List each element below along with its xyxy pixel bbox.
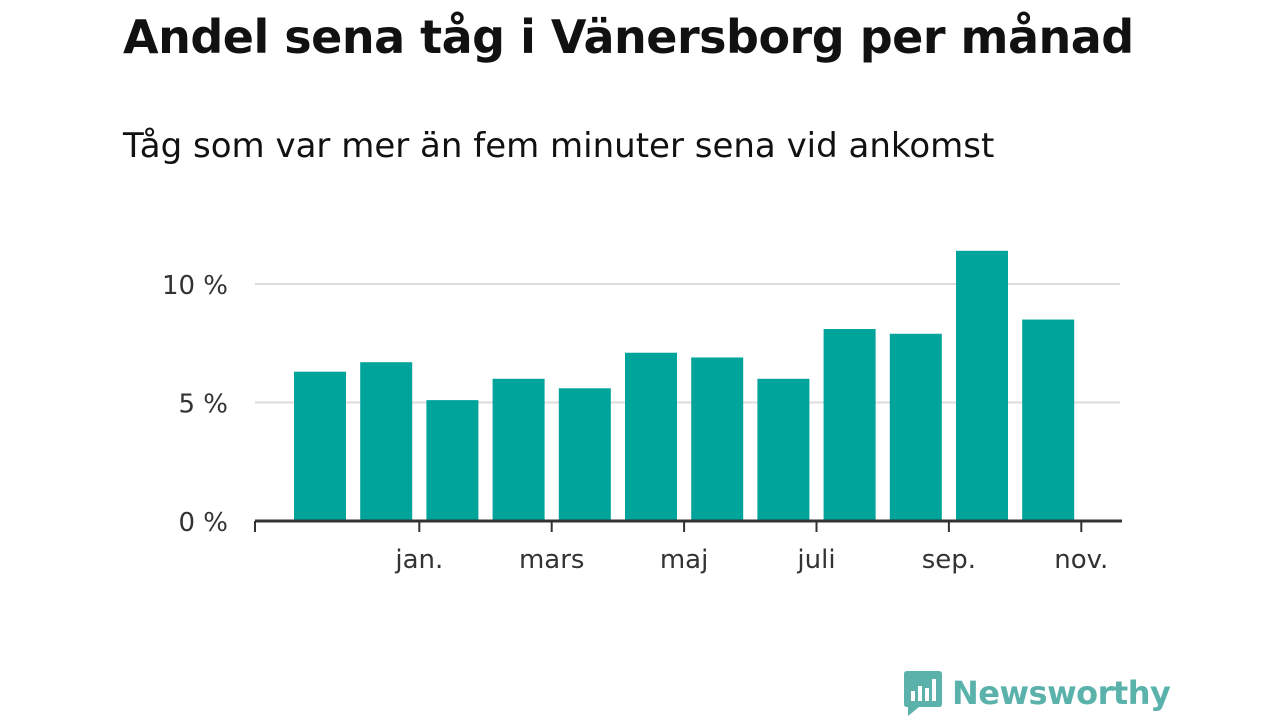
x-tick-label: sep. bbox=[922, 545, 976, 575]
bar-sep. bbox=[889, 333, 942, 521]
x-tick-label: mars bbox=[519, 545, 585, 575]
y-tick-label: 5 % bbox=[178, 390, 228, 420]
bar-aug. bbox=[823, 329, 876, 521]
bar-juli bbox=[757, 378, 810, 521]
x-tick-label: nov. bbox=[1054, 545, 1108, 575]
bars bbox=[294, 250, 1075, 521]
chart-title: Andel sena tåg i Vänersborg per månad bbox=[123, 10, 1134, 64]
y-axis-tick-labels: 0 % 5 % 10 % bbox=[162, 271, 228, 538]
y-tick-label: 10 % bbox=[162, 271, 228, 301]
x-tick-label: maj bbox=[660, 545, 708, 575]
bar-nov. bbox=[1022, 319, 1075, 521]
bar-maj bbox=[625, 352, 677, 521]
bar-juni bbox=[691, 357, 744, 521]
bar-chart: 0 % 5 % 10 % jan. mars maj juli sep. nov. bbox=[162, 250, 1122, 575]
bar-chart-speech-bubble-icon bbox=[904, 671, 942, 716]
bar-feb. bbox=[426, 400, 479, 521]
brand-name: Newsworthy bbox=[952, 674, 1171, 712]
y-tick-label: 0 % bbox=[178, 508, 228, 538]
x-axis bbox=[254, 519, 1122, 532]
bar-jan. bbox=[360, 362, 413, 521]
bar-okt. bbox=[956, 250, 1008, 521]
x-tick-label: jan. bbox=[394, 545, 443, 575]
x-axis-tick-labels: jan. mars maj juli sep. nov. bbox=[394, 545, 1108, 575]
x-tick-label: juli bbox=[796, 545, 835, 575]
chart-subtitle: Tåg som var mer än fem minuter sena vid … bbox=[123, 126, 995, 166]
bar-dec. bbox=[294, 371, 346, 521]
brand-logo: Newsworthy bbox=[902, 669, 1171, 717]
bar-apr. bbox=[558, 388, 611, 521]
bar-mars bbox=[492, 378, 545, 521]
